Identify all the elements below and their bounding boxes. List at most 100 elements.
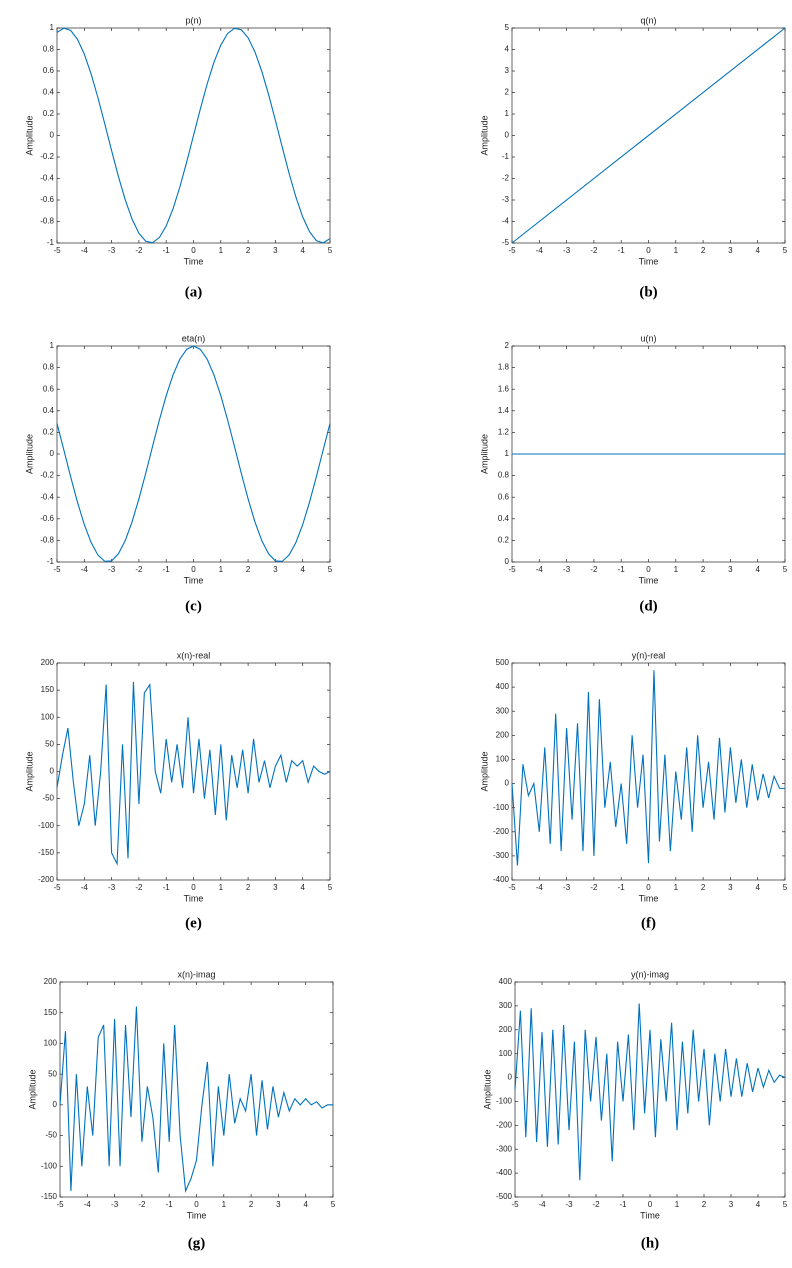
x-tick-label: 2 [246,883,251,892]
caption: (g) [188,1235,206,1251]
y-tick-label: -4 [502,217,510,226]
x-tick-label: -4 [536,883,544,892]
data-line [56,345,331,562]
x-tick-label: -5 [53,565,61,574]
x-tick-label: 4 [300,883,305,892]
y-tick-label: 150 [41,685,55,694]
y-tick-label: -300 [496,1144,513,1153]
y-tick-label: -1 [47,557,55,566]
x-tick-label: -4 [81,565,89,574]
x-tick-label: -4 [81,883,89,892]
x-axis-label: Time [639,893,659,903]
y-tick-label: 100 [499,1049,513,1058]
x-tick-label: -2 [590,246,598,255]
x-tick-label: 1 [222,1200,227,1209]
y-tick-label: -150 [38,848,55,857]
x-tick-label: -2 [138,1200,146,1209]
chart-title: y(n)-real [632,650,666,660]
y-tick-label: 4 [505,45,510,54]
y-tick-label: -150 [41,1192,58,1201]
x-tick-label: 1 [674,883,679,892]
x-tick-label: -3 [565,1200,573,1209]
x-tick-label: 5 [783,883,788,892]
y-tick-label: -100 [496,1097,513,1106]
y-tick-label: 0 [508,1073,513,1082]
y-tick-label: 100 [41,712,55,721]
y-tick-label: 0 [505,779,510,788]
y-axis-label: Amplitude [27,1069,37,1109]
x-tick-label: 3 [728,883,733,892]
chart-title: p(n) [185,15,201,25]
y-tick-label: 0.4 [498,514,510,523]
x-tick-label: 1 [674,246,679,255]
data-line [514,1003,786,1181]
y-tick-label: 1 [50,341,55,350]
x-tick-label: 4 [755,565,760,574]
y-tick-label: -400 [493,875,510,884]
y-tick-label: 2 [505,88,510,97]
y-tick-label: 200 [499,1025,513,1034]
subplot: -5 -4 -3 -2 -1 0 1 2 3 4 5 0 0.2 0.4 0.6 0.8 1 1.2 1.4 1.6 1… [479,333,787,614]
y-tick-label: 200 [41,658,55,667]
x-tick-label: -1 [618,246,626,255]
x-tick-label: -2 [592,1200,600,1209]
x-tick-label: 2 [246,565,251,574]
x-tick-label: -4 [536,565,544,574]
x-tick-label: 1 [219,883,224,892]
x-tick-label: -3 [108,883,116,892]
y-tick-label: -50 [45,1131,57,1140]
y-tick-label: 2 [505,341,510,350]
x-tick-label: -5 [508,246,516,255]
y-tick-label: 400 [496,682,510,691]
chart-title: q(n) [640,15,656,25]
caption: (a) [185,284,203,300]
y-tick-label: -200 [493,827,510,836]
x-tick-label: -2 [135,565,143,574]
x-tick-label: 5 [783,1200,788,1209]
y-axis-label: Amplitude [24,751,34,791]
y-axis-label: Amplitude [479,434,489,474]
x-tick-label: -2 [135,246,143,255]
x-tick-label: -3 [111,1200,119,1209]
y-tick-label: 0 [505,557,510,566]
x-tick-label: 4 [755,246,760,255]
y-tick-label: 500 [496,658,510,667]
y-tick-label: 0 [50,449,55,458]
y-tick-label: -100 [493,803,510,812]
x-axis-label: Time [640,1210,660,1220]
x-tick-label: 1 [219,565,224,574]
x-tick-label: 2 [249,1200,254,1209]
x-tick-label: 3 [276,1200,281,1209]
caption: (h) [641,1235,659,1251]
x-tick-label: -4 [538,1200,546,1209]
y-axis-label: Amplitude [479,751,489,791]
y-tick-label: -400 [496,1168,513,1177]
x-tick-label: -3 [108,246,116,255]
x-tick-label: 4 [300,246,305,255]
x-tick-label: 3 [273,246,278,255]
x-tick-label: 3 [728,565,733,574]
x-tick-label: 0 [646,246,651,255]
x-tick-label: 0 [191,883,196,892]
x-tick-label: 4 [755,883,760,892]
y-tick-label: -0.2 [40,152,54,161]
x-tick-label: -2 [590,883,598,892]
y-tick-label: -1 [502,152,510,161]
caption: (d) [639,598,657,614]
y-tick-label: -200 [496,1120,513,1129]
x-tick-label: -4 [84,1200,92,1209]
chart-title: x(n)-real [177,650,211,660]
y-axis-label: Amplitude [24,434,34,474]
plot-area [514,981,786,1198]
x-tick-label: 0 [646,883,651,892]
x-axis-label: Time [187,1210,207,1220]
x-axis-label: Time [639,575,659,585]
y-tick-label: -300 [493,851,510,860]
caption: (e) [185,915,202,931]
y-tick-label: -200 [38,875,55,884]
y-tick-label: 300 [499,1001,513,1010]
caption: (b) [639,284,657,300]
x-tick-label: -4 [536,246,544,255]
x-axis-label: Time [184,256,204,266]
